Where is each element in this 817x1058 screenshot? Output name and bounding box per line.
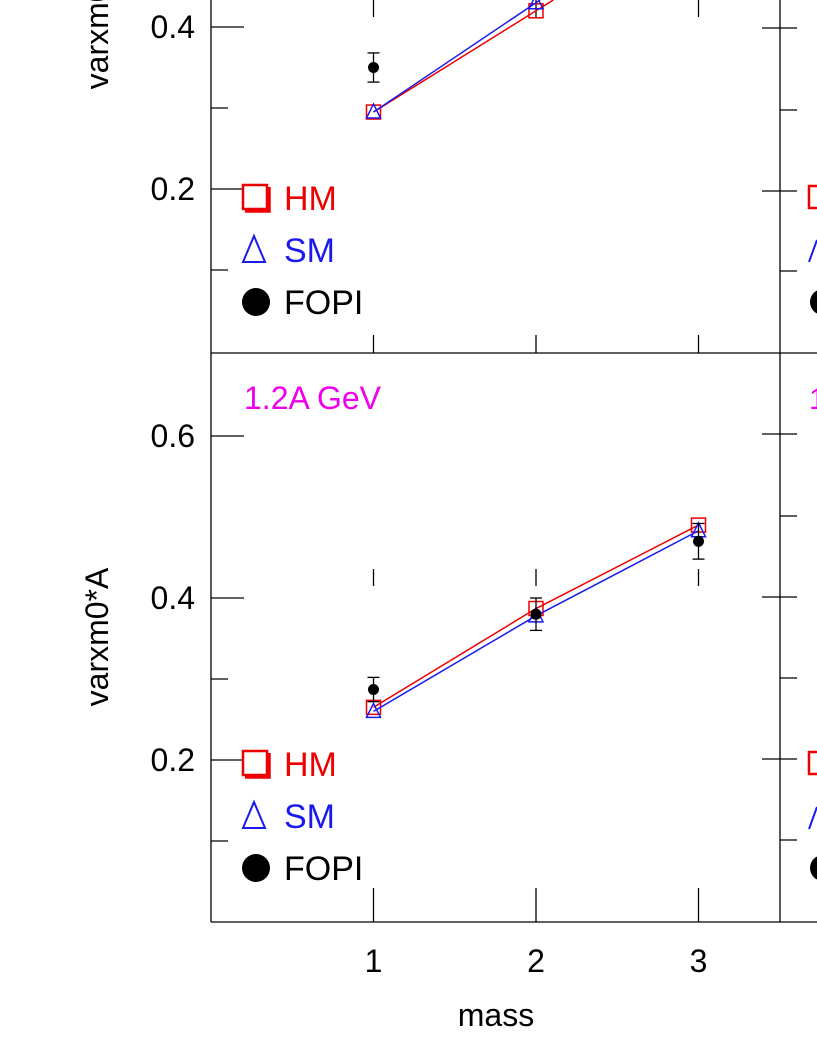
cropped-neighbour-panel: 1: [762, 27, 817, 880]
series-line-SM: [373, 0, 541, 113]
legend-sm-icon: [241, 233, 267, 263]
y-axis-label: varxm0*A: [79, 0, 115, 89]
data-point-SM: [365, 701, 382, 719]
legend-fopi-icon: [242, 288, 270, 316]
legend-label-SM: SM: [284, 232, 335, 270]
data-point-SM: [527, 0, 545, 10]
legend-fopi-icon: [242, 854, 270, 882]
data-point-FOPI: [368, 62, 379, 73]
x-tick-label: 3: [690, 943, 708, 979]
y-tick-label: 0.2: [151, 742, 195, 778]
legend-hm-icon-shadow: [245, 753, 271, 779]
data-point-HM: [528, 3, 544, 19]
data-point-SM: [365, 102, 382, 119]
x-axis-label: mass: [458, 997, 534, 1033]
panels: 0.2 0.4 varxm0*A HM SM FOPI 0.2 0.4 0.6 1 2 3 mass va…: [79, 0, 707, 1033]
panel-bottom-left: 0.2 0.4 0.6 1 2 3 mass varxm0*A 1.2A GeV HM SM FOPI: [79, 380, 707, 1033]
data-point-FOPI: [530, 608, 542, 620]
legend-label-HM: HM: [284, 180, 337, 218]
legend-hm-icon-shadow: [245, 187, 271, 213]
neighbour-annotation: 1: [809, 383, 817, 416]
legend-hm-icon: [241, 183, 269, 211]
legend-hm-icon: [241, 749, 269, 777]
y-tick-label: 0.6: [151, 418, 195, 454]
y-tick-label: 0.4: [151, 9, 195, 45]
x-tick-label: 1: [365, 943, 383, 979]
y-axis-label: varxm0*A: [79, 567, 115, 706]
data-point-FOPI: [693, 535, 704, 547]
y-tick-label: 0.2: [151, 171, 195, 207]
panel-top-left: 0.2 0.4 varxm0*A HM SM FOPI: [79, 0, 700, 353]
neighbour-fopi-marker: [810, 856, 817, 880]
neighbour-hm-marker: [807, 750, 817, 776]
legend-sm-icon: [241, 799, 267, 829]
neighbour-fopi-marker: [810, 290, 817, 314]
series-line-HM: [373, 0, 554, 113]
data-point-FOPI: [368, 684, 379, 696]
energy-annotation: 1.2A GeV: [244, 380, 382, 416]
neighbour-sm-marker: [808, 806, 817, 830]
x-tick-label: 2: [527, 943, 545, 979]
legend-label-FOPI: FOPI: [284, 850, 363, 888]
legend-label-HM: HM: [284, 746, 337, 784]
neighbour-sm-marker: [808, 239, 817, 263]
frames: [210, 0, 817, 923]
y-tick-label: 0.4: [151, 580, 195, 616]
neighbour-hm-marker: [807, 184, 817, 210]
legend-label-FOPI: FOPI: [284, 284, 363, 322]
legend-label-SM: SM: [284, 798, 335, 836]
